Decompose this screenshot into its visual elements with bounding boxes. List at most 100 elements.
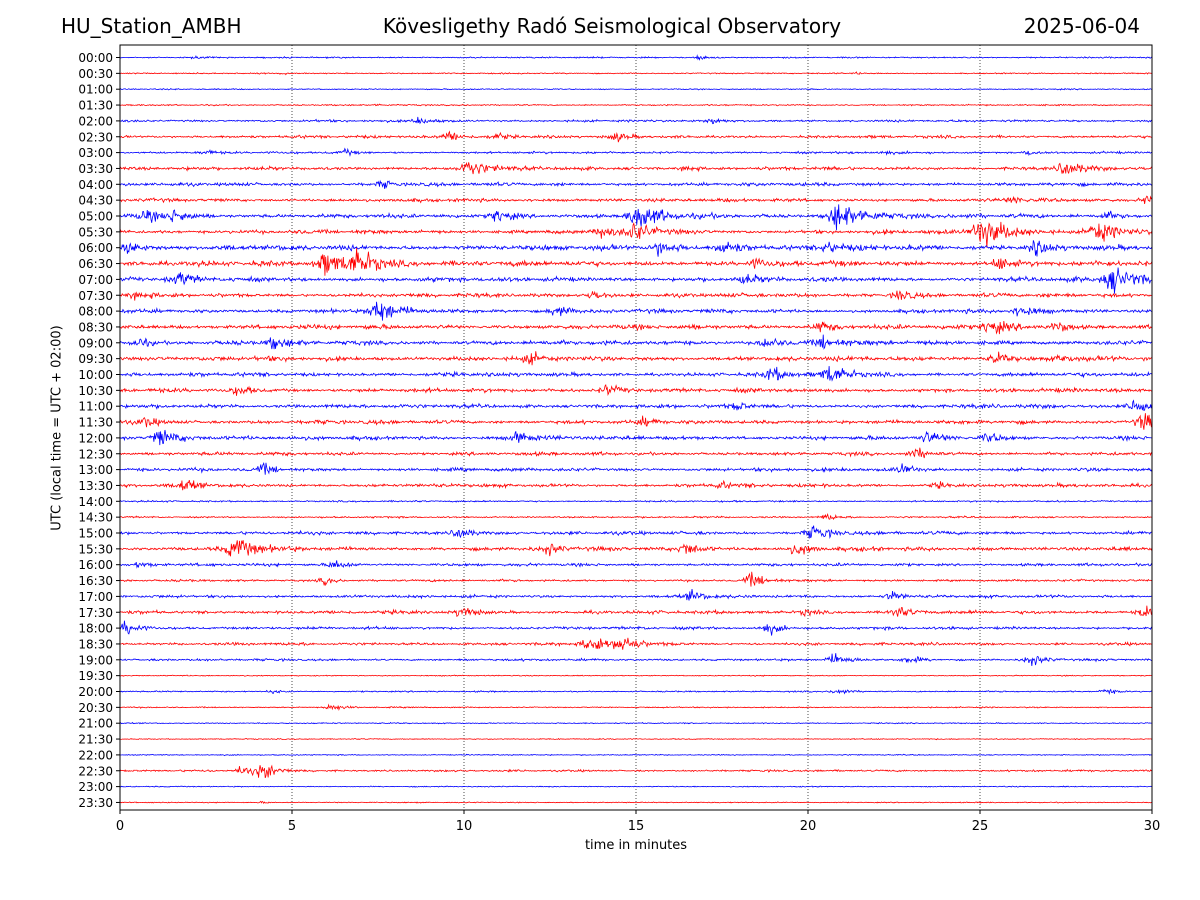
y-tick-label: 16:00 <box>78 558 113 572</box>
trace-21-00 <box>119 721 1153 725</box>
trace-13-00 <box>119 462 1153 475</box>
y-tick-label: 01:30 <box>78 99 113 113</box>
trace-04-30 <box>119 195 1153 204</box>
y-tick-label: 10:30 <box>78 384 113 398</box>
grid-lines <box>291 45 981 810</box>
y-tick-label: 13:00 <box>78 463 113 477</box>
trace-00-30 <box>119 71 1153 76</box>
trace-15-00 <box>119 525 1153 540</box>
y-tick-label: 07:30 <box>78 289 113 303</box>
y-tick-label: 00:30 <box>78 67 113 81</box>
y-tick-label: 13:30 <box>78 479 113 493</box>
y-tick-label: 18:00 <box>78 622 113 636</box>
y-tick-label: 17:00 <box>78 590 113 604</box>
trace-17-00 <box>119 589 1153 601</box>
trace-01-30 <box>119 103 1153 107</box>
trace-02-00 <box>119 116 1153 125</box>
trace-21-30 <box>119 737 1153 741</box>
trace-20-00 <box>119 688 1153 695</box>
trace-23-00 <box>119 785 1153 788</box>
y-tick-label: 20:00 <box>78 685 113 699</box>
trace-08-00 <box>119 301 1153 321</box>
trace-06-00 <box>119 240 1153 257</box>
trace-09-30 <box>119 351 1153 366</box>
trace-01-00 <box>119 87 1152 91</box>
y-tick-label: 14:30 <box>78 511 113 525</box>
y-tick-label: 02:30 <box>78 130 113 144</box>
y-tick-label: 11:30 <box>78 416 113 430</box>
trace-19-30 <box>119 674 1153 677</box>
trace-00-00 <box>119 54 1153 61</box>
trace-07-00 <box>119 267 1153 294</box>
x-tick-label: 15 <box>628 819 645 834</box>
trace-09-00 <box>119 334 1153 350</box>
trace-04-00 <box>119 179 1153 189</box>
y-tick-label: 18:30 <box>78 637 113 651</box>
y-tick-label: 11:00 <box>78 400 113 414</box>
trace-06-30 <box>119 248 1153 276</box>
y-tick-label: 23:30 <box>78 796 113 810</box>
y-axis-label: UTC (local time = UTC + 02:00) <box>49 325 65 531</box>
y-tick-label: 15:30 <box>78 542 113 556</box>
y-tick-label: 21:30 <box>78 733 113 747</box>
trace-22-00 <box>119 753 1153 757</box>
x-tick-label: 25 <box>972 819 989 834</box>
y-tick-label: 09:30 <box>78 352 113 366</box>
trace-02-30 <box>119 130 1153 143</box>
station-name: HU_Station_AMBH <box>61 14 242 38</box>
y-tick-label: 12:30 <box>78 447 113 461</box>
y-tick-label: 03:30 <box>78 162 113 176</box>
y-tick-label: 02:00 <box>78 114 113 128</box>
y-tick-label: 01:00 <box>78 83 113 97</box>
trace-15-30 <box>119 540 1153 557</box>
y-tick-label: 10:00 <box>78 368 113 382</box>
trace-17-30 <box>119 605 1153 618</box>
trace-20-30 <box>119 703 1153 712</box>
y-tick-label: 06:30 <box>78 257 113 271</box>
y-tick-label: 04:30 <box>78 194 113 208</box>
trace-16-30 <box>119 571 1153 587</box>
trace-23-30 <box>119 800 1153 805</box>
trace-12-00 <box>119 429 1153 446</box>
record-date: 2025-06-04 <box>1023 14 1140 38</box>
trace-03-00 <box>119 147 1153 157</box>
y-tick-label: 19:30 <box>78 669 113 683</box>
y-tick-label: 08:00 <box>78 305 113 319</box>
trace-18-00 <box>119 620 1153 636</box>
x-axis-label: time in minutes <box>584 838 688 853</box>
y-tick-label: 00:00 <box>78 51 113 65</box>
y-tick-label: 16:30 <box>78 574 113 588</box>
trace-08-30 <box>119 321 1153 335</box>
y-tick-label: 07:00 <box>78 273 113 287</box>
y-tick-label: 03:00 <box>78 146 113 160</box>
trace-11-00 <box>119 399 1153 412</box>
trace-11-30 <box>119 413 1153 430</box>
trace-14-30 <box>119 513 1153 521</box>
trace-05-30 <box>119 221 1153 248</box>
trace-22-30 <box>119 764 1153 779</box>
trace-05-00 <box>119 204 1153 231</box>
y-tick-label: 12:00 <box>78 431 113 445</box>
y-tick-label: 20:30 <box>78 701 113 715</box>
trace-19-00 <box>119 653 1153 667</box>
y-tick-label: 04:00 <box>78 178 113 192</box>
x-tick-labels: 0 5 10 15 20 25 30 <box>116 810 1160 834</box>
seismic-traces <box>119 54 1153 805</box>
y-tick-label: 05:00 <box>78 210 113 224</box>
trace-10-30 <box>119 383 1153 396</box>
x-tick-label: 30 <box>1144 819 1161 834</box>
y-tick-label: 09:00 <box>78 336 113 350</box>
trace-16-00 <box>119 560 1153 569</box>
y-tick-label: 17:30 <box>78 606 113 620</box>
trace-18-30 <box>119 637 1153 650</box>
trace-14-00 <box>119 499 1153 503</box>
y-tick-label: 15:00 <box>78 527 113 541</box>
trace-12-30 <box>119 447 1153 459</box>
y-tick-label: 23:00 <box>78 780 113 794</box>
y-tick-label: 06:00 <box>78 241 113 255</box>
y-tick-label: 22:00 <box>78 748 113 762</box>
x-tick-label: 0 <box>116 819 124 834</box>
trace-07-30 <box>119 290 1153 301</box>
